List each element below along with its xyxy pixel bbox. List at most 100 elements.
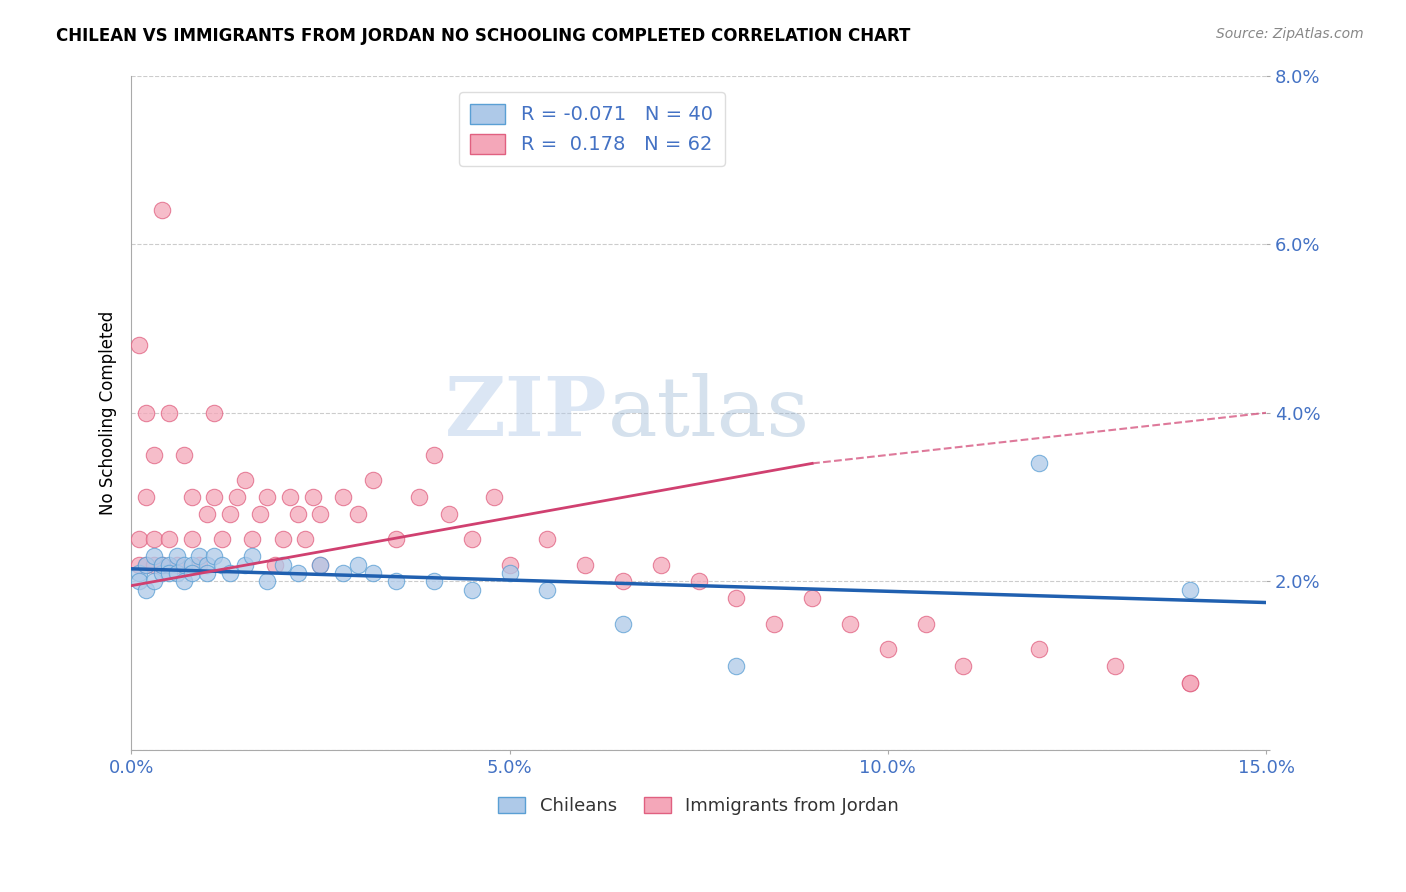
Point [423, 574, 446, 589]
Point [240, 549, 263, 563]
Point [347, 558, 370, 572]
Point [385, 533, 408, 547]
Point [363, 566, 385, 580]
Text: Source: ZipAtlas.com: Source: ZipAtlas.com [1216, 27, 1364, 41]
Text: atlas: atlas [607, 373, 810, 453]
Point [157, 558, 180, 572]
Point [135, 490, 157, 504]
Point [142, 448, 165, 462]
Point [195, 507, 218, 521]
Point [332, 566, 354, 580]
Point [309, 507, 332, 521]
Point [952, 658, 974, 673]
Point [218, 507, 240, 521]
Point [309, 558, 332, 572]
Point [150, 558, 173, 572]
Point [135, 558, 157, 572]
Point [256, 490, 278, 504]
Point [150, 203, 173, 218]
Point [166, 566, 188, 580]
Point [150, 558, 173, 572]
Point [287, 566, 309, 580]
Point [839, 616, 862, 631]
Point [1180, 582, 1202, 597]
Point [173, 448, 195, 462]
Y-axis label: No Schooling Completed: No Schooling Completed [100, 310, 117, 515]
Point [173, 574, 195, 589]
Point [180, 558, 202, 572]
Point [498, 566, 520, 580]
Point [801, 591, 824, 606]
Point [173, 558, 195, 572]
Point [1104, 658, 1126, 673]
Point [157, 566, 180, 580]
Point [437, 507, 460, 521]
Point [914, 616, 936, 631]
Point [363, 473, 385, 487]
Point [204, 406, 226, 420]
Point [725, 658, 748, 673]
Point [264, 558, 287, 572]
Point [180, 533, 202, 547]
Point [536, 582, 558, 597]
Point [128, 566, 150, 580]
Point [188, 549, 211, 563]
Point [180, 566, 202, 580]
Point [150, 566, 173, 580]
Point [256, 574, 278, 589]
Point [226, 490, 249, 504]
Point [688, 574, 710, 589]
Point [142, 533, 165, 547]
Point [612, 574, 634, 589]
Point [128, 533, 150, 547]
Point [218, 566, 240, 580]
Point [204, 490, 226, 504]
Point [128, 558, 150, 572]
Point [157, 533, 180, 547]
Point [574, 558, 596, 572]
Point [408, 490, 430, 504]
Legend: Chileans, Immigrants from Jordan: Chileans, Immigrants from Jordan [491, 789, 907, 822]
Point [240, 533, 263, 547]
Point [612, 616, 634, 631]
Point [460, 533, 482, 547]
Point [135, 582, 157, 597]
Point [332, 490, 354, 504]
Text: CHILEAN VS IMMIGRANTS FROM JORDAN NO SCHOOLING COMPLETED CORRELATION CHART: CHILEAN VS IMMIGRANTS FROM JORDAN NO SCH… [56, 27, 911, 45]
Point [498, 558, 520, 572]
Point [211, 533, 233, 547]
Point [385, 574, 408, 589]
Point [1028, 641, 1050, 656]
Point [278, 490, 301, 504]
Point [233, 558, 256, 572]
Point [195, 558, 218, 572]
Point [188, 558, 211, 572]
Point [180, 490, 202, 504]
Point [650, 558, 672, 572]
Point [271, 558, 294, 572]
Point [157, 406, 180, 420]
Point [725, 591, 748, 606]
Point [294, 533, 316, 547]
Point [142, 558, 165, 572]
Point [128, 338, 150, 352]
Point [166, 558, 188, 572]
Point [135, 558, 157, 572]
Point [271, 533, 294, 547]
Point [128, 574, 150, 589]
Point [876, 641, 898, 656]
Point [287, 507, 309, 521]
Point [195, 566, 218, 580]
Point [484, 490, 506, 504]
Point [204, 549, 226, 563]
Point [347, 507, 370, 521]
Point [460, 582, 482, 597]
Point [536, 533, 558, 547]
Point [1180, 675, 1202, 690]
Point [135, 406, 157, 420]
Point [233, 473, 256, 487]
Point [249, 507, 271, 521]
Point [142, 549, 165, 563]
Point [1180, 675, 1202, 690]
Point [142, 574, 165, 589]
